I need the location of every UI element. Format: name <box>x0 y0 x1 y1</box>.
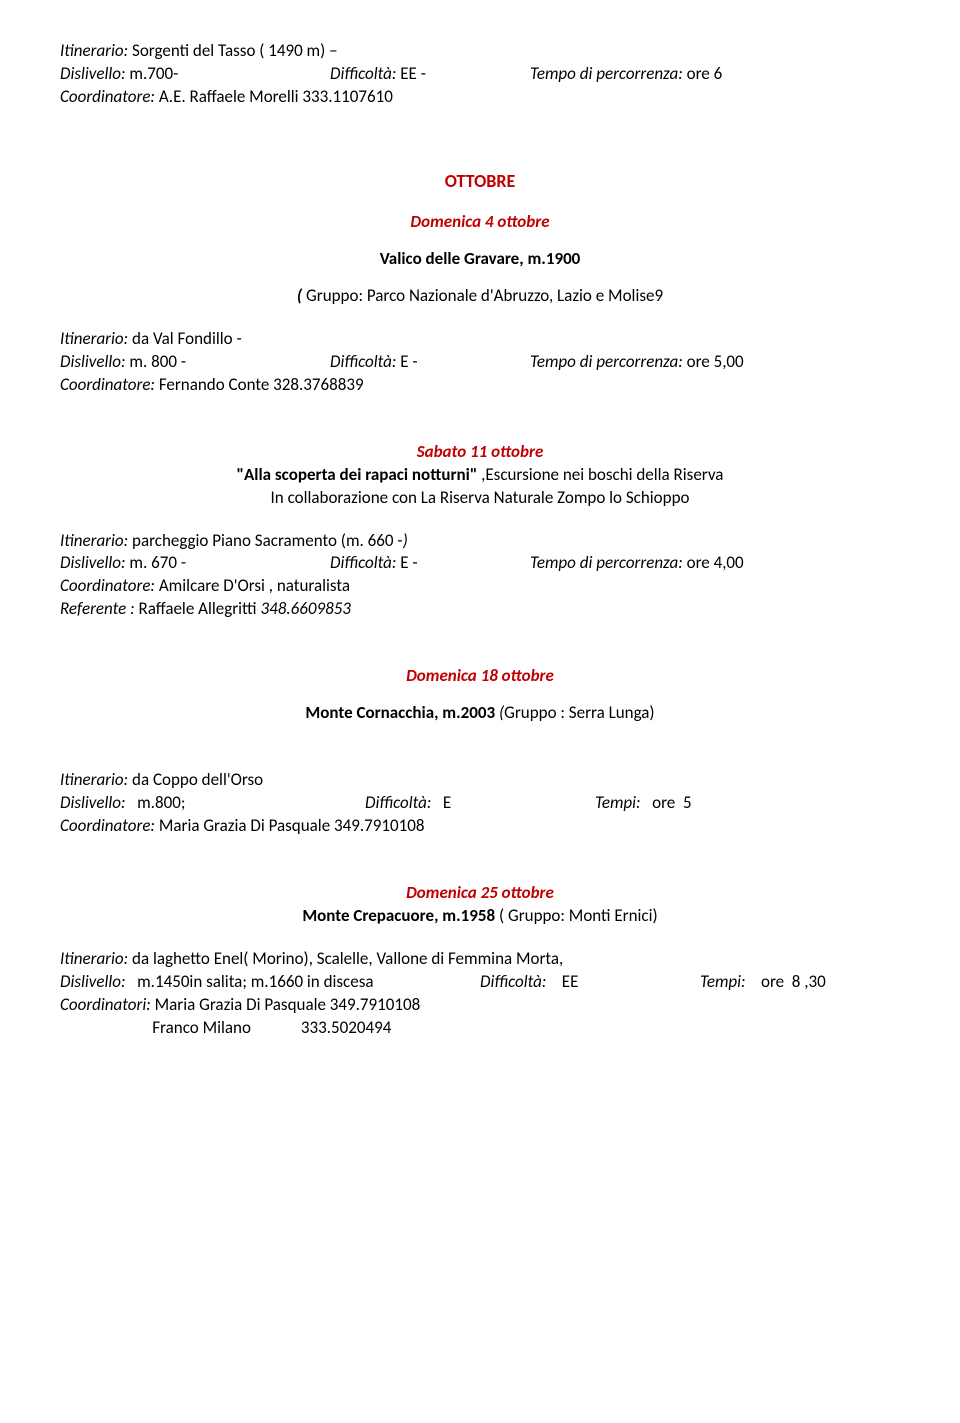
ev4-coord2-spaces <box>60 1017 152 1038</box>
ev1-coord: Coordinatore: Fernando Conte 328.3768839 <box>60 374 900 397</box>
ev2-date: Sabato 11 ottobre <box>60 441 900 464</box>
ev2-itin-label: Itinerario: <box>60 530 128 551</box>
ev2-diff-value: E - <box>396 552 417 573</box>
disl-value: m.700- <box>126 63 179 84</box>
ev4-title-bold: Monte Crepacuore, m.1958 <box>302 905 499 926</box>
ev4-coord-label: Coordinatori: <box>60 994 151 1015</box>
ev3-itin-value: da Coppo dell'Orso <box>128 769 263 790</box>
tempo-value: ore 6 <box>683 63 722 84</box>
tempo-label: Tempo di percorrenza: <box>530 63 683 84</box>
ev2-itin-value: parcheggio Piano Sacramento (m. 660 - <box>128 530 402 551</box>
ev2-tempo-value: ore 4,00 <box>683 552 744 573</box>
ev4-row: Dislivello: m.1450in salita; m.1660 in d… <box>60 971 900 994</box>
ev1-coord-label: Coordinatore: <box>60 374 155 395</box>
ev3-row: Dislivello: m.800; Difficoltà: E Tempi: … <box>60 792 900 815</box>
ev3-coord-value: Maria Grazia Di Pasquale 349.7910108 <box>155 815 424 836</box>
ev1-date: Domenica 4 ottobre <box>60 211 900 234</box>
header-row2: Dislivello: m.700- Difficoltà: EE - Temp… <box>60 63 900 86</box>
header-itinerario: Itinerario: Sorgenti del Tasso ( 1490 m)… <box>60 40 900 63</box>
ev2-diff-label: Difficoltà: <box>330 552 396 573</box>
ev3-itin-label: Itinerario: <box>60 769 128 790</box>
ev2-coord-value: Amilcare D'Orsi , naturalista <box>155 575 350 596</box>
ev3-disl-label: Dislivello: <box>60 792 137 813</box>
ev2-disl-label: Dislivello: <box>60 552 126 573</box>
ev4-coord: Coordinatori: Maria Grazia Di Pasquale 3… <box>60 994 900 1017</box>
header-coord: Coordinatore: A.E. Raffaele Morelli 333.… <box>60 86 900 109</box>
diff-label: Difficoltà: <box>330 63 396 84</box>
ev3-itin: Itinerario: da Coppo dell'Orso <box>60 769 900 792</box>
ev2-row: Dislivello: m. 670 - Difficoltà: E - Tem… <box>60 552 900 575</box>
ev1-tempo-label: Tempo di percorrenza: <box>530 351 683 372</box>
ev1-itin-value: da Val Fondillo - <box>128 328 241 349</box>
ev2-coord: Coordinatore: Amilcare D'Orsi , naturali… <box>60 575 900 598</box>
ev4-disl-value: m.1450in salita; m.1660 in discesa <box>126 971 374 992</box>
ev2-line2: In collaborazione con La Riserva Natural… <box>60 487 900 510</box>
ev1-group-open: ( <box>297 285 306 306</box>
ev3-disl-value: m.800; <box>137 792 185 813</box>
ev3-diff-label: Difficoltà: <box>365 792 431 813</box>
ev1-row: Dislivello: m. 800 - Difficoltà: E - Tem… <box>60 351 900 374</box>
ev4-coord2-value: Franco Milano 333.5020494 <box>152 1017 391 1038</box>
itin-label: Itinerario: <box>60 40 128 61</box>
ev4-date: Domenica 25 ottobre <box>60 882 900 905</box>
ev2-quote-rest: ,Escursione nei boschi della Riserva <box>477 464 723 485</box>
ev1-diff-value: E - <box>396 351 417 372</box>
ev4-itin: Itinerario: da laghetto Enel( Morino), S… <box>60 948 900 971</box>
ev2-ref-num: 348.6609853 <box>260 598 350 619</box>
coord-value: A.E. Raffaele Morelli 333.1107610 <box>155 86 393 107</box>
ev2-title-line: "Alla scoperta dei rapaci notturni" ,Esc… <box>60 464 900 487</box>
ev4-diff-value: EE <box>546 971 578 992</box>
itin-value: Sorgenti del Tasso ( 1490 m) – <box>128 40 337 61</box>
ev3-tempo-value: ore 5 <box>641 792 692 813</box>
ev4-diff-label: Difficoltà: <box>480 971 546 992</box>
disl-label: Dislivello: <box>60 63 126 84</box>
ev4-tempo-label: Tempi: <box>700 971 746 992</box>
ev1-group-rest: Gruppo: Parco Nazionale d'Abruzzo, Lazio… <box>306 285 663 306</box>
ev1-itin: Itinerario: da Val Fondillo - <box>60 328 900 351</box>
ev4-tempo-value: ore 8 ,30 <box>746 971 826 992</box>
ev1-diff-label: Difficoltà: <box>330 351 396 372</box>
ev3-tempo-label: Tempi: <box>595 792 641 813</box>
ev1-title: Valico delle Gravare, m.1900 <box>60 248 900 271</box>
ev1-disl-value: m. 800 - <box>126 351 186 372</box>
ev2-quote-open: " <box>237 464 244 485</box>
ev3-diff-value: E <box>431 792 451 813</box>
ev4-title: Monte Crepacuore, m.1958 ( Gruppo: Monti… <box>60 905 900 928</box>
ev2-disl-value: m. 670 - <box>126 552 186 573</box>
ev1-disl-label: Dislivello: <box>60 351 126 372</box>
ev3-title: Monte Cornacchia, m.2003 (Gruppo : Serra… <box>60 702 900 725</box>
ev1-coord-value: Fernando Conte 328.3768839 <box>155 374 364 395</box>
ev4-itin-value: da laghetto Enel( Morino), Scalelle, Val… <box>128 948 563 969</box>
ev2-coord-label: Coordinatore: <box>60 575 155 596</box>
ev2-quote-title: Alla scoperta dei rapaci notturni" <box>244 464 477 485</box>
ev2-tempo-label: Tempo di percorrenza: <box>530 552 683 573</box>
ev4-coord-value: Maria Grazia Di Pasquale 349.7910108 <box>151 994 420 1015</box>
ev2-ref-value: Raffaele Allegritti <box>135 598 261 619</box>
ev4-itin-label: Itinerario: <box>60 948 128 969</box>
ev3-coord-label: Coordinatore: <box>60 815 155 836</box>
ev3-coord: Coordinatore: Maria Grazia Di Pasquale 3… <box>60 815 900 838</box>
ev4-disl-label: Dislivello: <box>60 971 126 992</box>
month-title: OTTOBRE <box>60 169 900 193</box>
ev3-title-rest: Gruppo : Serra Lunga) <box>504 702 654 723</box>
ev2-ref: Referente : Raffaele Allegritti 348.6609… <box>60 598 900 621</box>
ev1-itin-label: Itinerario: <box>60 328 128 349</box>
ev3-title-bold: Monte Cornacchia, m.2003 <box>305 702 499 723</box>
coord-label: Coordinatore: <box>60 86 155 107</box>
ev3-date: Domenica 18 ottobre <box>60 665 900 688</box>
ev2-itin-close: ) <box>403 530 408 551</box>
ev1-group: ( Gruppo: Parco Nazionale d'Abruzzo, Laz… <box>60 285 900 308</box>
diff-value: EE - <box>396 63 426 84</box>
ev4-coord2: Franco Milano 333.5020494 <box>60 1017 900 1040</box>
ev4-title-rest: ( Gruppo: Monti Ernici) <box>499 905 658 926</box>
ev2-ref-label: Referente : <box>60 598 135 619</box>
ev1-tempo-value: ore 5,00 <box>683 351 744 372</box>
header-block: Itinerario: Sorgenti del Tasso ( 1490 m)… <box>60 40 900 109</box>
ev2-itin: Itinerario: parcheggio Piano Sacramento … <box>60 530 900 553</box>
